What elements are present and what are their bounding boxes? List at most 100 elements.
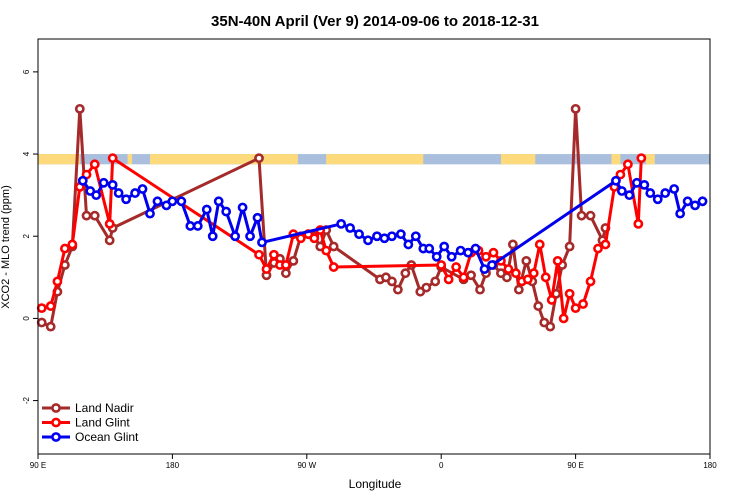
data-point-land-nadir [466,270,476,281]
data-point-land-glint [52,276,63,287]
data-point-land-glint [481,251,491,262]
legend-swatch-marker [51,417,61,428]
data-point-ocean-glint [221,206,232,217]
data-point-ocean-glint [336,219,347,229]
data-point-land-glint [59,243,70,254]
data-point-ocean-glint [675,208,686,219]
x-tick-label: 180 [166,461,180,470]
data-point-land-nadir [502,272,512,283]
y-tick-label: 4 [22,151,31,156]
data-point-land-glint [488,247,499,258]
data-point-ocean-glint [245,231,255,242]
data-point-ocean-glint [201,204,212,215]
data-point-ocean-glint [176,196,187,207]
data-point-ocean-glint [145,208,155,219]
data-point-ocean-glint [91,190,102,201]
data-point-land-nadir [585,210,596,221]
x-axis-label: Longitude [349,477,402,491]
data-point-ocean-glint [463,247,473,258]
data-point-land-nadir [392,284,403,295]
data-point-land-glint [328,262,339,272]
data-point-ocean-glint [167,196,178,207]
plot-frame [37,38,711,455]
data-point-land-glint [564,288,575,299]
data-point-land-glint [593,243,603,254]
data-point-land-glint [443,274,454,285]
data-point-land-nadir [430,276,441,287]
data-point-land-glint [321,245,332,256]
data-point-land-glint [510,268,521,279]
data-point-ocean-glint [130,188,140,198]
data-point-land-nadir [421,282,432,293]
y-axis: -2 0 2 4 6 [22,69,38,404]
data-point-ocean-glint [230,231,241,242]
data-point-land-nadir [576,210,587,221]
series-ocean-glint [77,175,708,274]
data-point-land-nadir [533,301,544,311]
data-point-ocean-glint [107,179,118,190]
data-point-land-glint [540,272,551,283]
data-point-ocean-glint [98,177,109,188]
x-tick-label: 90 E [567,461,583,470]
data-point-ocean-glint [479,264,490,274]
data-point-land-glint [104,219,115,229]
data-point-land-glint [36,303,47,314]
data-point-land-nadir [507,239,518,250]
data-point-ocean-glint [403,239,414,250]
legend-label: Land Nadir [75,401,134,415]
land-band-segment [645,154,655,165]
data-point-land-glint [503,264,514,274]
legend-item: Ocean Glint [42,430,139,444]
data-point-ocean-glint [213,196,224,207]
data-point-land-nadir [475,284,485,295]
data-point-ocean-glint [697,196,708,207]
data-point-land-glint [261,264,272,274]
series-layer [36,103,708,332]
data-point-land-glint [636,153,647,164]
data-point-ocean-glint [639,179,650,190]
data-point-ocean-glint [487,260,497,270]
data-point-ocean-glint [652,194,663,205]
data-point-land-nadir [280,268,291,279]
data-point-land-glint [458,272,469,283]
y-tick-label: -2 [22,396,31,404]
data-point-land-glint [45,301,56,311]
surface-band [38,154,710,165]
data-point-ocean-glint [121,194,132,205]
x-tick-label: 0 [439,461,444,470]
data-point-land-glint [89,159,100,170]
data-point-land-glint [552,255,563,266]
land-band-segment [127,154,133,165]
series-land-nadir [36,103,611,332]
land-band-segment [611,154,621,165]
data-point-land-glint [570,303,581,314]
data-point-land-glint [280,260,291,270]
data-point-ocean-glint [257,237,267,248]
data-point-land-glint [600,239,611,250]
x-tick-label: 90 W [297,461,316,470]
data-point-land-glint [67,239,78,250]
data-point-ocean-glint [185,221,196,231]
data-point-land-glint [269,249,279,260]
y-axis-label: XCO2 - MLO trend (ppm) [0,185,12,308]
land-band-segment [500,154,536,165]
data-point-ocean-glint [631,177,642,188]
data-point-land-nadir [45,321,56,332]
series-line-land-glint [41,156,643,320]
land-band-segment [38,154,80,165]
data-point-ocean-glint [345,223,356,233]
data-point-land-nadir [81,210,92,221]
data-point-ocean-glint [192,221,203,231]
data-point-land-nadir [400,268,411,279]
data-point-ocean-glint [431,251,442,262]
data-point-land-nadir [104,235,115,246]
data-point-ocean-glint [690,200,700,211]
data-point-land-glint [633,219,644,229]
data-point-land-nadir [328,241,339,252]
data-point-ocean-glint [446,251,457,262]
data-point-ocean-glint [379,233,390,244]
legend-label: Land Glint [75,416,130,430]
data-point-ocean-glint [439,241,450,252]
data-point-land-nadir [564,241,575,252]
